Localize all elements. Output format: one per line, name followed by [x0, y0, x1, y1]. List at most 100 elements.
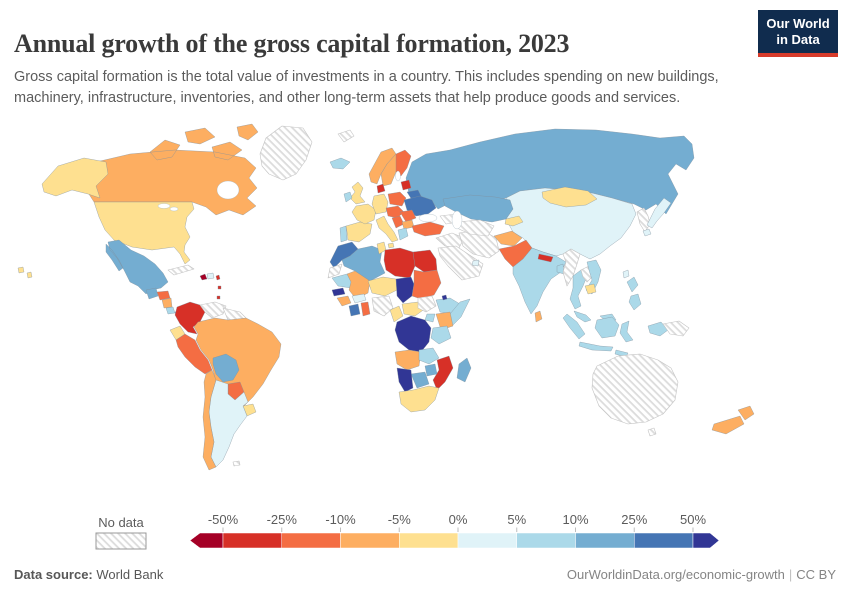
region-portugal[interactable] — [339, 225, 348, 243]
region-zimbabwe[interactable] — [424, 363, 438, 377]
region-egypt[interactable] — [412, 249, 438, 273]
region-western-sahara[interactable] — [327, 263, 343, 279]
legend-bin-8[interactable] — [634, 532, 694, 549]
region-guatemala[interactable] — [145, 287, 159, 300]
region-dr-congo[interactable] — [394, 315, 432, 353]
owid-url-link[interactable]: OurWorldinData.org/economic-growth — [566, 567, 785, 582]
owid-logo[interactable]: Our World in Data — [758, 10, 838, 57]
caspian-sea — [451, 210, 463, 230]
region-sri-lanka[interactable] — [534, 310, 543, 323]
region-sudan[interactable] — [411, 269, 442, 300]
region-arabian-peninsula[interactable] — [437, 245, 484, 281]
region-colombia[interactable] — [174, 301, 206, 335]
region-kenya[interactable] — [435, 311, 454, 331]
region-uganda[interactable] — [424, 313, 436, 323]
legend-bin-0[interactable] — [189, 532, 224, 549]
region-tanzania[interactable] — [430, 325, 452, 345]
region-guinea[interactable] — [336, 295, 352, 307]
region-angola[interactable] — [394, 349, 422, 371]
region-mongolia[interactable] — [541, 186, 598, 208]
region-cote-divoire[interactable] — [348, 303, 361, 317]
region-united-states[interactable] — [17, 157, 195, 279]
region-india[interactable] — [512, 247, 567, 315]
region-mozambique[interactable] — [432, 355, 454, 391]
region-turkmenistan-uzbekistan[interactable] — [455, 219, 495, 237]
region-botswana[interactable] — [410, 371, 430, 389]
legend-bin-2[interactable] — [281, 532, 341, 549]
region-haiti[interactable] — [199, 273, 208, 281]
region-costa-rica[interactable] — [165, 306, 176, 315]
region-cambodia[interactable] — [584, 283, 597, 295]
region-cameroon[interactable] — [389, 305, 404, 323]
region-united-kingdom[interactable] — [349, 181, 366, 205]
legend-bin-5[interactable] — [457, 532, 517, 549]
region-denmark[interactable] — [376, 183, 386, 194]
region-papua-new-guinea[interactable] — [662, 320, 690, 337]
region-iraq-syria[interactable] — [435, 232, 465, 249]
region-baltic-states[interactable] — [400, 179, 412, 191]
region-italy[interactable] — [375, 215, 399, 249]
region-honduras[interactable] — [156, 290, 171, 301]
region-dominican-republic[interactable] — [206, 272, 215, 280]
license-label[interactable]: CC BY — [796, 567, 836, 582]
region-bulgaria[interactable] — [401, 219, 415, 230]
region-burkina-faso[interactable] — [351, 293, 367, 304]
region-taiwan[interactable] — [622, 269, 630, 279]
region-greenland[interactable] — [259, 125, 313, 181]
region-senegal[interactable] — [331, 287, 346, 297]
region-chad[interactable] — [395, 276, 415, 304]
legend-bin-4[interactable] — [399, 532, 459, 549]
region-greece[interactable] — [397, 227, 409, 241]
region-japan[interactable] — [642, 197, 672, 237]
legend-bin-9[interactable] — [692, 532, 720, 549]
region-madagascar[interactable] — [456, 357, 472, 383]
region-zambia[interactable] — [418, 347, 440, 365]
region-lesser-antilles[interactable] — [215, 274, 222, 300]
region-central-europe[interactable] — [385, 205, 405, 219]
region-indonesia[interactable] — [562, 313, 669, 358]
region-germany[interactable] — [371, 193, 389, 215]
legend-bin-6[interactable] — [516, 532, 576, 549]
region-philippines[interactable] — [626, 276, 642, 311]
region-south-sudan[interactable] — [417, 295, 437, 313]
legend-no-data-swatch[interactable] — [95, 532, 147, 550]
region-algeria[interactable] — [341, 245, 386, 282]
region-turkey[interactable] — [411, 221, 445, 237]
region-venezuela[interactable] — [199, 301, 227, 319]
region-new-zealand[interactable] — [711, 405, 755, 435]
region-iceland[interactable] — [329, 157, 351, 170]
region-falkland-islands[interactable] — [232, 460, 241, 467]
region-spain[interactable] — [345, 221, 373, 243]
region-svalbard[interactable] — [337, 129, 355, 143]
region-namibia[interactable] — [396, 367, 414, 393]
region-nicaragua[interactable] — [161, 297, 173, 309]
map-regions — [17, 123, 755, 471]
region-cuba[interactable] — [167, 264, 195, 276]
region-poland[interactable] — [387, 191, 407, 207]
region-mexico[interactable] — [105, 239, 169, 295]
region-ghana[interactable] — [360, 301, 371, 317]
region-libya[interactable] — [383, 247, 416, 279]
region-djibouti[interactable] — [441, 294, 448, 301]
legend-bin-7[interactable] — [575, 532, 635, 549]
region-australia[interactable] — [591, 353, 679, 437]
legend-bin-3[interactable] — [340, 532, 400, 549]
region-romania[interactable] — [399, 209, 417, 223]
region-nepal[interactable] — [537, 253, 554, 263]
region-bolivia[interactable] — [212, 353, 240, 383]
region-ireland[interactable] — [343, 191, 353, 203]
region-chile[interactable] — [202, 369, 217, 471]
region-afghanistan[interactable] — [493, 230, 523, 247]
region-korea[interactable] — [636, 207, 651, 233]
region-united-arab-emirates[interactable] — [471, 259, 480, 267]
legend-bin-1[interactable] — [222, 532, 282, 549]
region-somalia[interactable] — [449, 298, 471, 327]
region-canada[interactable] — [79, 123, 259, 216]
region-finland[interactable] — [395, 149, 412, 177]
region-niger[interactable] — [367, 276, 398, 297]
region-kyrgyzstan-tajikistan[interactable] — [504, 215, 524, 227]
legend-tick-label-2: -10% — [325, 512, 356, 527]
region-south-africa[interactable] — [398, 385, 440, 413]
region-nigeria[interactable] — [371, 295, 394, 317]
region-france[interactable] — [351, 203, 377, 225]
